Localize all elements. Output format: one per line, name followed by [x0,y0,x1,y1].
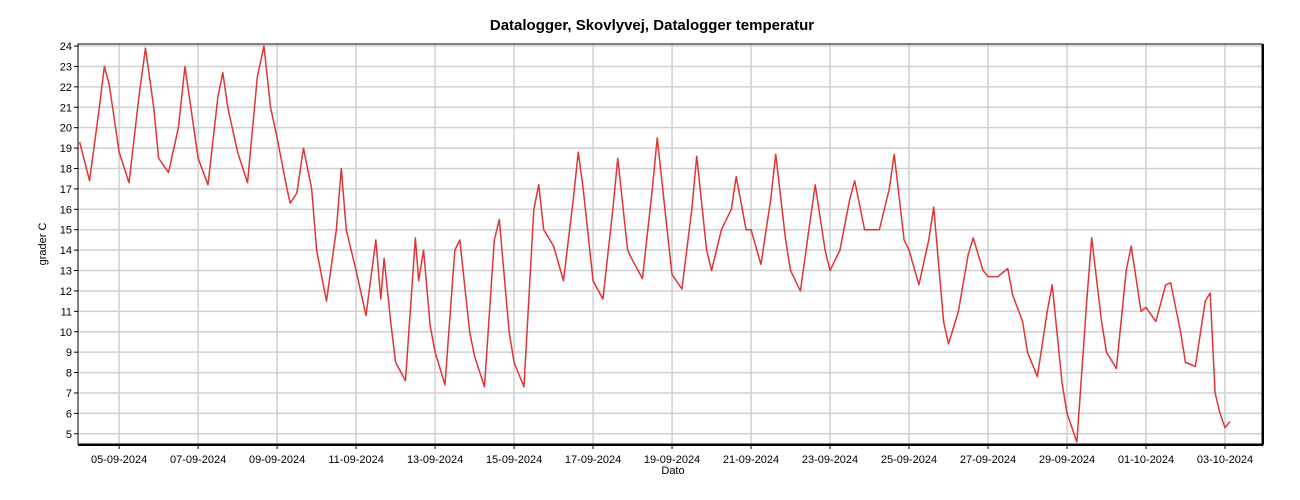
y-tick-label: 19 [60,143,72,155]
x-tick-label: 19-09-2024 [644,454,700,466]
plot [78,45,1231,443]
y-tick-label: 6 [66,408,72,420]
y-tick-label: 23 [60,61,72,73]
y-tick-label: 11 [61,306,72,318]
x-tick-label: 11-09-2024 [328,454,383,466]
y-tick-label: 17 [60,184,72,196]
x-tick-label: 03-10-2024 [1197,454,1253,466]
y-tick-label: 13 [60,266,72,278]
x-axis-label: Dato [661,465,684,477]
chart-title: Datalogger, Skovlyvej, Datalogger temper… [490,17,814,34]
x-tick-label: 27-09-2024 [960,454,1016,466]
x-tick-label: 23-09-2024 [802,454,858,466]
y-tick-label: 5 [66,429,72,441]
y-tick-label: 12 [60,286,72,298]
line-series [78,45,1231,443]
x-tick-label: 21-09-2024 [723,454,779,466]
y-tick-label: 10 [60,327,72,339]
x-tick-label: 01-10-2024 [1118,454,1174,466]
x-tick-label: 17-09-2024 [565,454,621,466]
y-tick-label: 24 [60,41,72,53]
y-tick-label: 8 [66,368,72,380]
y-tick-label: 16 [60,204,72,216]
y-axis-label: grader C [37,223,49,266]
y-tick-label: 14 [60,245,72,257]
y-tick-label: 18 [60,163,72,175]
x-tick-label: 09-09-2024 [249,454,305,466]
grid [74,44,1262,449]
y-tick-label: 20 [60,123,72,135]
y-tick-label: 21 [60,102,72,114]
y-tick-label: 15 [60,225,72,237]
x-tick-label: 29-09-2024 [1039,454,1095,466]
y-tick-label: 22 [60,82,72,94]
x-tick-label: 13-09-2024 [407,454,463,466]
x-tick-label: 05-09-2024 [91,454,147,466]
x-tick-label: 25-09-2024 [881,454,937,466]
y-tick-label: 9 [66,347,72,359]
x-tick-label: 07-09-2024 [170,454,226,466]
x-tick-label: 15-09-2024 [486,454,542,466]
y-tick-label: 7 [66,388,72,400]
